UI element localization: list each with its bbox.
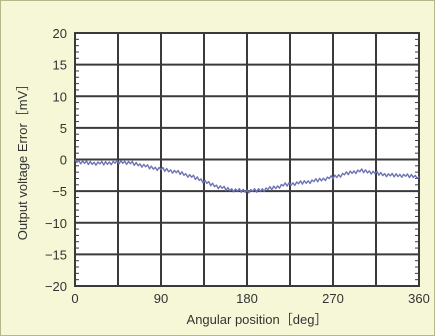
- x-tick-label: 360: [408, 291, 430, 306]
- y-tick-label: 15: [53, 58, 67, 73]
- y-tick-label: −15: [45, 247, 67, 262]
- y-tick-label: 0: [60, 153, 67, 168]
- y-tick-label: 5: [60, 121, 67, 136]
- y-tick-label: −20: [45, 279, 67, 294]
- series-line: [74, 158, 420, 194]
- x-axis-label: Angular position［deg］: [187, 312, 328, 327]
- y-tick-label: −5: [52, 184, 67, 199]
- x-tick-label: 180: [236, 291, 258, 306]
- y-tick-label: 20: [53, 26, 67, 41]
- y-tick-label: 10: [53, 89, 67, 104]
- y-tick-label: −10: [45, 216, 67, 231]
- x-tick-label: 270: [322, 291, 344, 306]
- x-tick-label: 90: [154, 291, 168, 306]
- y-tick-labels: 20 15 10 5 0 −15 −10 −5 −20: [45, 26, 67, 294]
- y-axis-label: Output voltage Error［mV］: [15, 78, 30, 241]
- series-group: [74, 158, 420, 194]
- grid: [74, 32, 420, 287]
- x-tick-label: 0: [71, 291, 78, 306]
- x-tick-labels: 0 90 180 270 360: [71, 291, 429, 306]
